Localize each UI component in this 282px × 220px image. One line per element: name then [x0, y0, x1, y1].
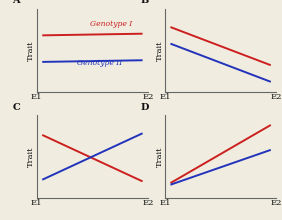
Y-axis label: Trait: Trait — [27, 40, 35, 60]
Text: B: B — [140, 0, 149, 6]
Y-axis label: Trait: Trait — [27, 146, 35, 167]
Y-axis label: Trait: Trait — [155, 40, 164, 60]
Text: D: D — [140, 103, 149, 112]
Y-axis label: Trait: Trait — [155, 146, 164, 167]
Text: A: A — [12, 0, 20, 6]
Text: Genotype I: Genotype I — [90, 20, 133, 28]
Text: Genotype II: Genotype II — [77, 59, 122, 67]
Text: C: C — [12, 103, 20, 112]
